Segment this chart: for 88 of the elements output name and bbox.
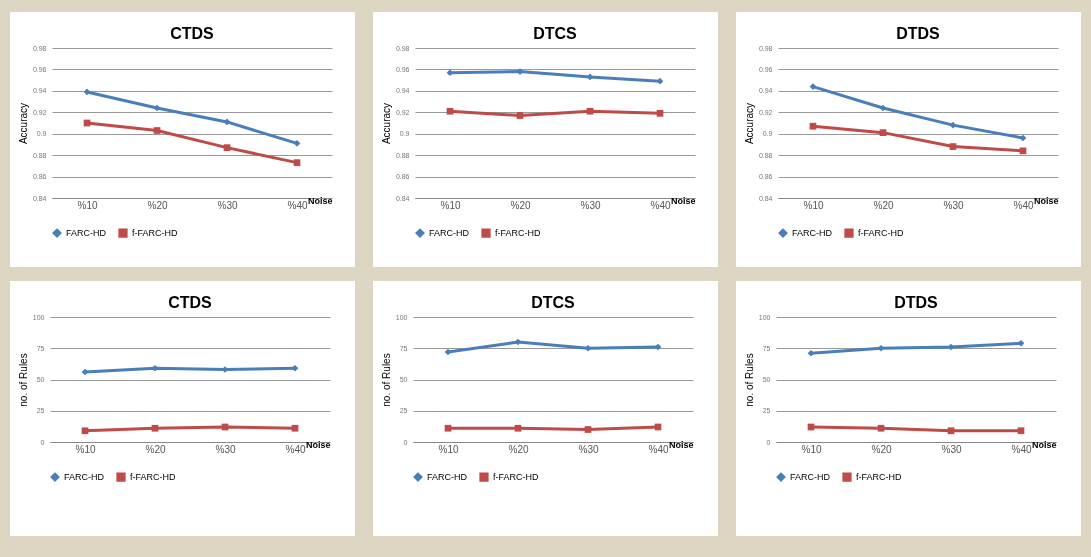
y-axis-title: no. of Rules (743, 353, 755, 407)
y-axis-title: Accuracy (380, 102, 392, 145)
legend-label: FARC-HD (790, 472, 831, 483)
point (153, 104, 161, 112)
legend-label: FARC-HD (429, 228, 470, 239)
legend-label: FARC-HD (66, 228, 107, 239)
x-tick-label: %10 (801, 443, 822, 455)
point (584, 426, 592, 433)
point (514, 338, 522, 346)
point (809, 122, 817, 130)
point (514, 424, 522, 432)
x-tick-label: %10 (438, 443, 459, 455)
legend-label: FARC-HD (64, 472, 105, 483)
y-axis-title: no. of Rules (380, 353, 392, 407)
x-tick-label: %20 (510, 199, 531, 211)
chart-title: DTCS (533, 25, 578, 42)
point (949, 121, 957, 129)
x-tick-label: %30 (578, 443, 599, 455)
legend-label: f-FARC-HD (132, 228, 178, 239)
x-axis-title: Noise (668, 439, 694, 450)
x-tick-label: %40 (287, 199, 308, 211)
x-tick-label: %10 (77, 199, 98, 211)
x-tick-label: %40 (1011, 443, 1032, 455)
x-tick-label: %30 (217, 199, 238, 211)
point (153, 127, 161, 134)
x-axis-title: Noise (1033, 195, 1059, 206)
x-axis-title: Noise (305, 439, 331, 450)
point (656, 77, 664, 85)
point (656, 110, 664, 117)
x-axis-title: Noise (307, 195, 333, 206)
point (293, 140, 301, 147)
point (879, 104, 887, 112)
point (1019, 134, 1027, 142)
point (586, 107, 594, 115)
y-axis-title: Accuracy (17, 102, 29, 145)
legend-label: f-FARC-HD (856, 472, 902, 483)
point (223, 144, 231, 151)
y-axis-title: Accuracy (743, 102, 755, 145)
point (83, 88, 91, 96)
point (1017, 427, 1025, 435)
x-tick-label: %30 (941, 443, 962, 455)
point (291, 364, 299, 372)
point (81, 427, 89, 435)
x-tick-label: %20 (873, 199, 894, 211)
point (291, 424, 299, 432)
x-tick-label: %20 (145, 443, 166, 455)
point (81, 368, 89, 376)
legend-label: f-FARC-HD (495, 228, 541, 239)
point (444, 348, 452, 356)
point (877, 424, 885, 432)
x-tick-label: %20 (147, 199, 168, 211)
chart-title: DTDS (896, 25, 941, 42)
x-tick-label: %40 (1013, 199, 1034, 211)
x-tick-label: %30 (215, 443, 236, 455)
chart-title: CTDS (170, 25, 215, 42)
legend-label: FARC-HD (792, 228, 833, 239)
x-tick-label: %40 (648, 443, 669, 455)
chart-title: DTCS (531, 294, 576, 311)
legend-label: FARC-HD (427, 472, 468, 483)
point (446, 107, 454, 115)
point (293, 159, 301, 166)
point (444, 424, 452, 432)
point (949, 143, 957, 150)
x-tick-label: %20 (508, 443, 529, 455)
point (516, 112, 524, 119)
x-axis-title: Noise (670, 195, 696, 206)
legend-label: f-FARC-HD (130, 472, 176, 483)
x-tick-label: %10 (440, 199, 461, 211)
x-tick-label: %30 (943, 199, 964, 211)
legend-label: f-FARC-HD (493, 472, 539, 483)
point (584, 344, 592, 352)
point (586, 73, 594, 81)
x-tick-label: %10 (803, 199, 824, 211)
x-axis-title: Noise (1031, 439, 1057, 450)
point (807, 349, 815, 357)
legend-label: f-FARC-HD (858, 228, 904, 239)
chart-title: CTDS (168, 294, 213, 311)
point (151, 424, 159, 432)
x-tick-label: %40 (650, 199, 671, 211)
point (223, 118, 231, 126)
x-tick-label: %20 (871, 443, 892, 455)
chart-title: DTDS (894, 294, 939, 311)
y-axis-title: no. of Rules (17, 353, 29, 407)
x-tick-label: %30 (580, 199, 601, 211)
x-tick-label: %40 (285, 443, 306, 455)
x-tick-label: %10 (75, 443, 96, 455)
point (947, 427, 955, 435)
point (879, 129, 887, 136)
